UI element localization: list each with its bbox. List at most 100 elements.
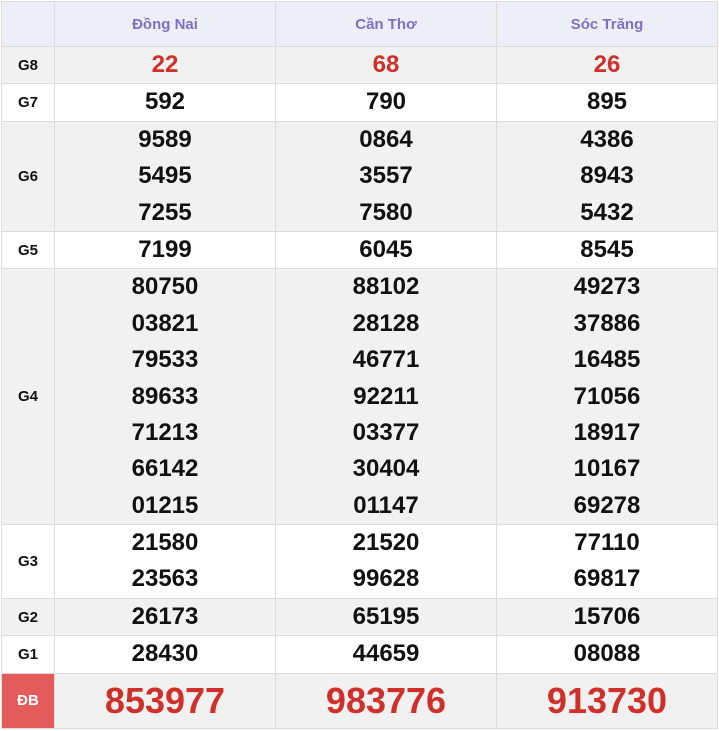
prize-number: 28430 [131,640,199,668]
prize-number: 22 [151,51,179,78]
prize-cell: 88102 28128 46771 92211 03377 30404 01147 [275,268,497,526]
prize-number: 4386 [580,125,634,153]
prize-number: 46771 [352,346,420,374]
prize-number: 5432 [580,198,634,226]
prize-number: 03377 [352,418,420,446]
prize-row-g7: G7 592 790 895 [1,83,718,122]
prize-number: 21520 [352,529,420,557]
prize-number: 01147 [353,491,419,519]
prize-cell: 853977 [54,672,276,729]
prize-cell: 7199 [54,230,276,270]
province-header: Cần Thơ [275,1,497,47]
prize-cell: 80750 03821 79533 89633 71213 66142 01215 [54,268,276,526]
prize-number: 77110 [574,529,640,557]
prize-cell: 26173 [54,597,276,637]
prize-row-g8: G8 22 68 26 [1,45,718,85]
prize-cell: 21580 23563 [54,524,276,599]
prize-label: G7 [1,83,55,122]
corner-cell [1,1,55,47]
prize-number: 6045 [359,235,413,263]
prize-cell: 8545 [496,230,718,270]
prize-number: 23563 [131,565,199,593]
prize-number: 7255 [138,198,192,226]
prize-label: G5 [1,230,55,270]
province-header: Sóc Trăng [496,1,718,47]
prize-number: 7580 [359,198,413,226]
prize-label: G8 [1,45,55,85]
prize-cell: 68 [275,45,497,85]
prize-number: 80750 [131,273,199,301]
prize-number: 16485 [573,346,641,374]
prize-cell: 21520 99628 [275,524,497,599]
prize-number: 08088 [573,640,641,668]
prize-cell: 4386 8943 5432 [496,120,718,232]
prize-label: G2 [1,597,55,637]
prize-number: 92211 [353,382,419,410]
prize-number: 5495 [138,162,192,190]
prize-number: 592 [144,88,186,116]
header-row: Đồng Nai Cần Thơ Sóc Trăng [1,1,718,47]
prize-number: 69278 [573,491,641,519]
prize-label: G3 [1,524,55,599]
prize-cell: 28430 [54,635,276,674]
prize-number: 7199 [138,235,192,263]
prize-number: 03821 [131,309,199,337]
prize-number: 71056 [573,382,641,410]
prize-number: 99628 [352,565,420,593]
prize-row-g3: G3 21580 23563 21520 99628 77110 69817 [1,524,718,599]
prize-cell: 08088 [496,635,718,674]
prize-number: 30404 [352,455,420,483]
prize-number: 28128 [352,309,420,337]
prize-cell: 15706 [496,597,718,637]
prize-number: 895 [586,88,628,116]
prize-number: 21580 [131,529,199,557]
prize-cell: 0864 3557 7580 [275,120,497,232]
prize-number: 69817 [573,565,641,593]
prize-number: 3557 [359,162,413,190]
prize-row-đb: ĐB 853977 983776 913730 [1,672,718,729]
prize-number: 66142 [131,455,199,483]
prize-cell: 913730 [496,672,718,729]
prize-cell: 26 [496,45,718,85]
province-header: Đồng Nai [54,1,276,47]
prize-number: 913730 [546,679,668,721]
prize-number: 68 [372,51,400,78]
prize-cell: 592 [54,83,276,122]
prize-row-g6: G6 9589 5495 7255 0864 3557 7580 4386 8943 5432 [1,120,718,232]
prize-number: 8545 [580,235,634,263]
prize-number: 8943 [580,162,634,190]
prize-number: 89633 [131,382,199,410]
prize-cell: 6045 [275,230,497,270]
prize-number: 983776 [325,679,447,721]
prize-cell: 22 [54,45,276,85]
prize-cell: 9589 5495 7255 [54,120,276,232]
prize-number: 9589 [138,125,192,153]
prize-cell: 65195 [275,597,497,637]
prize-row-g1: G1 28430 44659 08088 [1,635,718,674]
prize-number: 790 [365,88,407,116]
prize-label: G1 [1,635,55,674]
prize-number: 853977 [104,679,226,721]
prize-cell: 895 [496,83,718,122]
prize-cell: 790 [275,83,497,122]
prize-number: 15706 [573,602,641,630]
prize-number: 37886 [573,309,641,337]
prize-cell: 983776 [275,672,497,729]
prize-number: 10167 [573,455,641,483]
prize-label: ĐB [1,672,55,729]
prize-cell: 44659 [275,635,497,674]
prize-number: 01215 [131,491,199,519]
prize-number: 26 [593,51,621,78]
prize-label: G6 [1,120,55,232]
prize-number: 0864 [359,125,413,153]
prize-number: 65195 [352,602,420,630]
prize-number: 44659 [352,640,420,668]
prize-number: 88102 [352,273,420,301]
prize-cell: 49273 37886 16485 71056 18917 10167 69278 [496,268,718,526]
prize-cell: 77110 69817 [496,524,718,599]
prize-number: 26173 [131,602,199,630]
prize-row-g5: G5 7199 6045 8545 [1,230,718,270]
prize-number: 71213 [131,418,199,446]
prize-number: 49273 [573,273,641,301]
